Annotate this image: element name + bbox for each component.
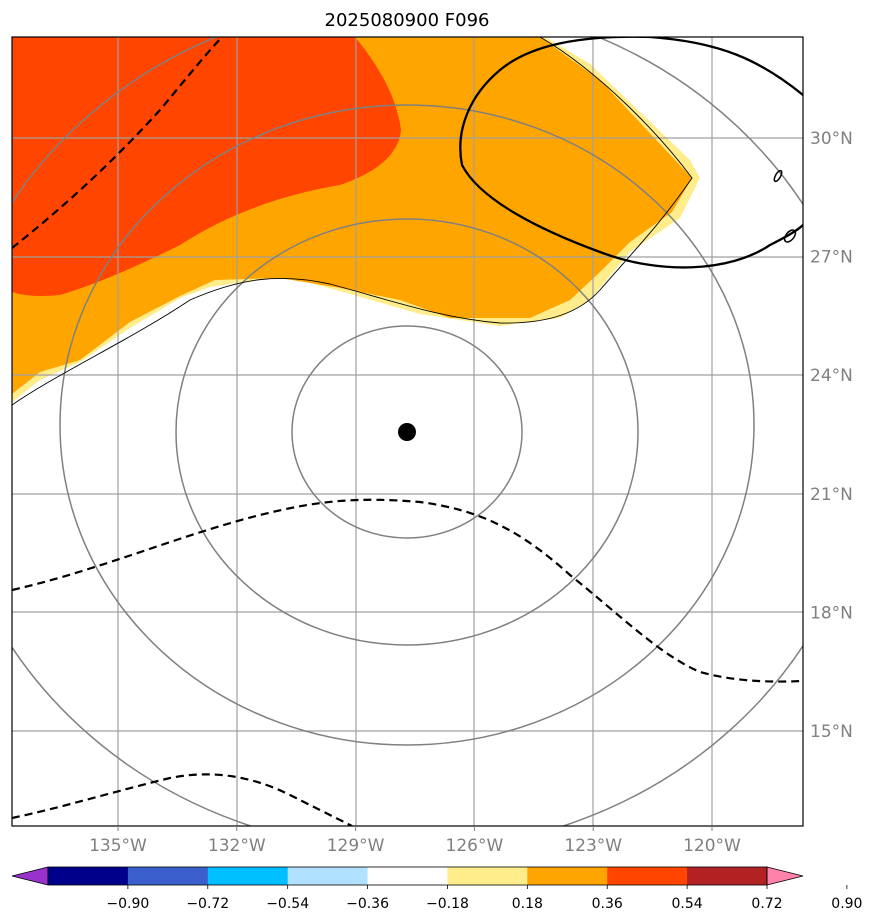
contour-negative-south — [12, 773, 353, 826]
y-tick-label: 27°N — [810, 248, 853, 268]
colorbar-tick-label: 0.36 — [592, 896, 623, 912]
colorbar-tick-label: 0.90 — [831, 896, 862, 912]
colorbar-tick-label: −0.72 — [186, 896, 229, 912]
contour-positive — [459, 37, 803, 269]
range-ring-2 — [175, 218, 639, 646]
plot-frame — [11, 36, 804, 827]
colorbar: −0.90 −0.72 −0.54 −0.36 −0.18 0.18 0.36 0.54 0.7… — [11, 866, 862, 912]
colorbar-tick-label: 0.18 — [512, 896, 543, 912]
x-tick-label: 126°W — [446, 836, 504, 856]
colorbar-segment — [207, 867, 289, 885]
colorbar-tick-label: 0.72 — [751, 896, 782, 912]
range-rings — [12, 37, 803, 826]
colorbar-extend-low — [11, 866, 49, 886]
colorbar-tick-label: −0.54 — [266, 896, 309, 912]
colorbar-tick-label: −0.18 — [426, 896, 469, 912]
map-area — [12, 37, 803, 826]
contour-small-1 — [773, 169, 783, 183]
gridlines — [12, 37, 803, 826]
y-tick-label: 21°N — [810, 485, 853, 505]
colorbar-extend-high — [766, 866, 804, 886]
y-tick-label: 18°N — [810, 603, 853, 623]
colorbar-segment — [48, 867, 129, 885]
shade-0.54-0.72 — [12, 37, 401, 296]
y-axis-ticks: 30°N 27°N 24°N 21°N 18°N 15°N — [810, 129, 853, 742]
colorbar-segment — [527, 867, 608, 885]
colorbar-segment — [687, 867, 768, 885]
x-tick-label: 129°W — [327, 836, 385, 856]
colorbar-segment — [127, 867, 209, 885]
chart-title: 2025080900 F096 — [325, 10, 490, 31]
storm-center-marker — [398, 423, 416, 441]
contours — [12, 37, 803, 826]
contour-shade-edge — [12, 37, 693, 406]
x-tick-label: 135°W — [89, 836, 147, 856]
colorbar-tick-label: 0.54 — [672, 896, 703, 912]
contour-negative-mid — [12, 498, 803, 683]
x-tick-label: 132°W — [208, 836, 266, 856]
y-tick-label: 24°N — [810, 366, 853, 386]
colorbar-segment — [447, 867, 528, 885]
contour-negative-nw — [12, 37, 223, 249]
range-ring-3 — [59, 104, 755, 746]
y-tick-label: 15°N — [810, 722, 853, 742]
colorbar-segment — [287, 867, 369, 885]
colorbar-segment — [607, 867, 688, 885]
x-axis-ticks: 135°W 132°W 129°W 126°W 123°W 120°W — [89, 826, 741, 856]
y-tick-label: 30°N — [810, 129, 853, 149]
colorbar-tick-label: −0.36 — [346, 896, 389, 912]
x-tick-label: 123°W — [564, 836, 622, 856]
contour-small-2 — [783, 229, 797, 243]
colorbar-frame — [47, 866, 768, 886]
x-tick-label: 120°W — [683, 836, 741, 856]
range-ring-1 — [291, 325, 523, 539]
colorbar-tick-label: −0.90 — [106, 896, 149, 912]
colorbar-segment — [367, 867, 448, 885]
